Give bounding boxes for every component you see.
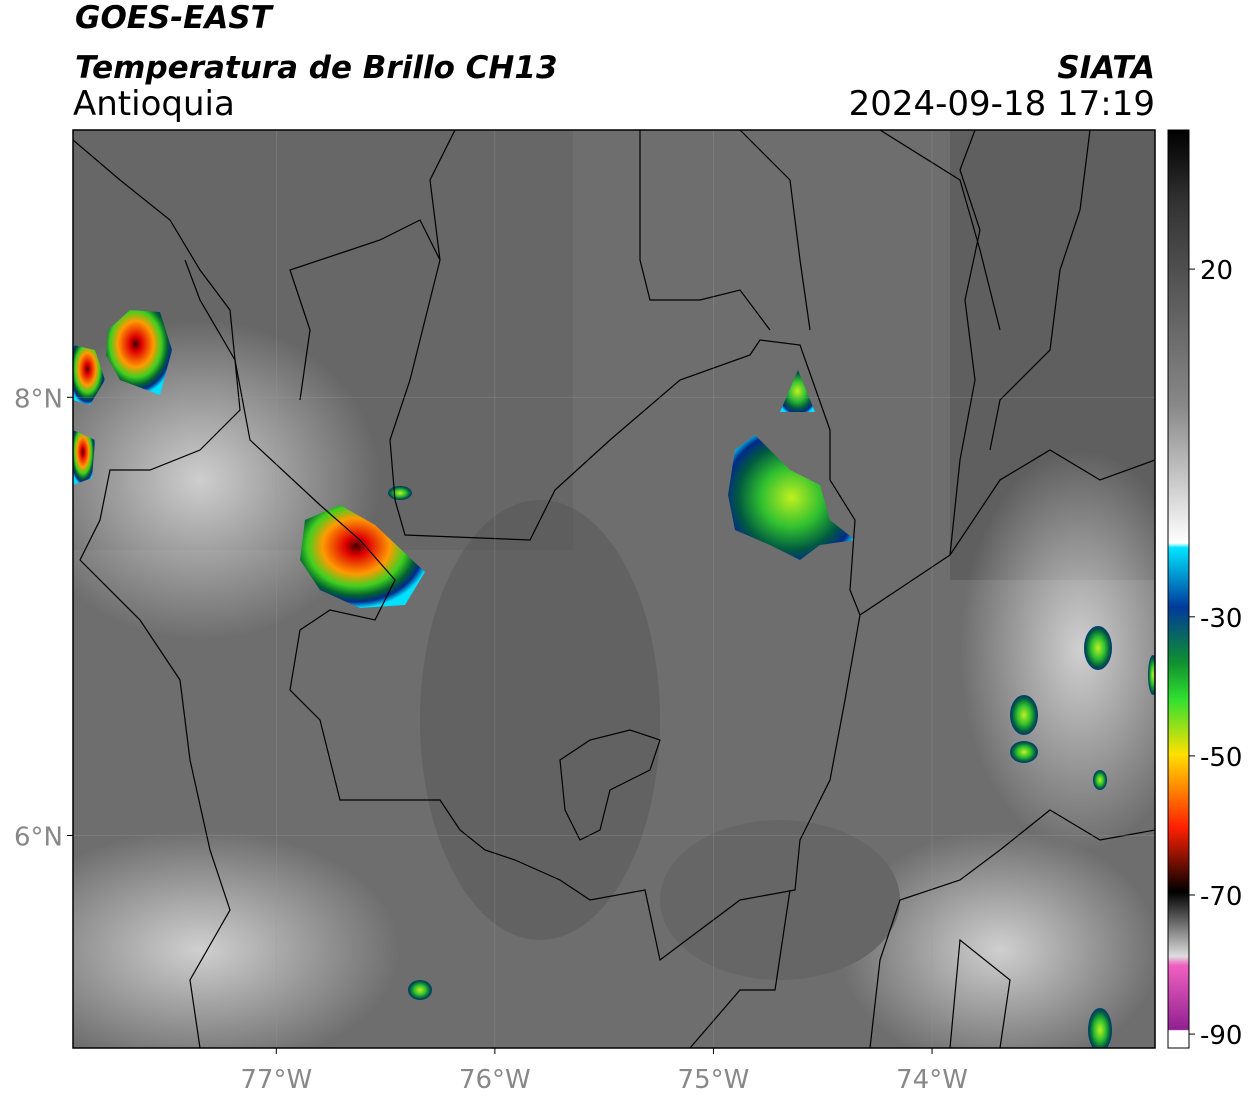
x-tick-label: 76°W bbox=[459, 1065, 531, 1095]
x-tick-label: 74°W bbox=[896, 1065, 968, 1095]
datetime: 2024-09-18 17:19 bbox=[849, 84, 1155, 124]
colorbar-tick-label: -50 bbox=[1200, 743, 1242, 773]
colorbar bbox=[1167, 129, 1190, 1049]
colorbar-tick-label: 20 bbox=[1200, 256, 1233, 286]
colorbar-tick-label: -70 bbox=[1200, 882, 1242, 912]
grid bbox=[73, 130, 1155, 1048]
map-frame bbox=[72, 129, 1156, 1049]
satellite-image bbox=[73, 130, 1155, 1048]
y-tick-label: 8°N bbox=[14, 384, 63, 414]
colorbar-tick-label: -90 bbox=[1200, 1021, 1242, 1051]
region: Antioquia bbox=[73, 84, 235, 124]
x-tick-label: 77°W bbox=[240, 1065, 312, 1095]
colorbar-tick-label: -30 bbox=[1200, 604, 1242, 634]
x-tick-label: 75°W bbox=[678, 1065, 750, 1095]
title-line-2: Temperatura de Brillo CH13 bbox=[75, 50, 558, 86]
title-line-1: GOES-EAST bbox=[75, 0, 275, 36]
source: SIATA bbox=[1057, 50, 1155, 86]
y-tick-label: 6°N bbox=[14, 822, 63, 852]
